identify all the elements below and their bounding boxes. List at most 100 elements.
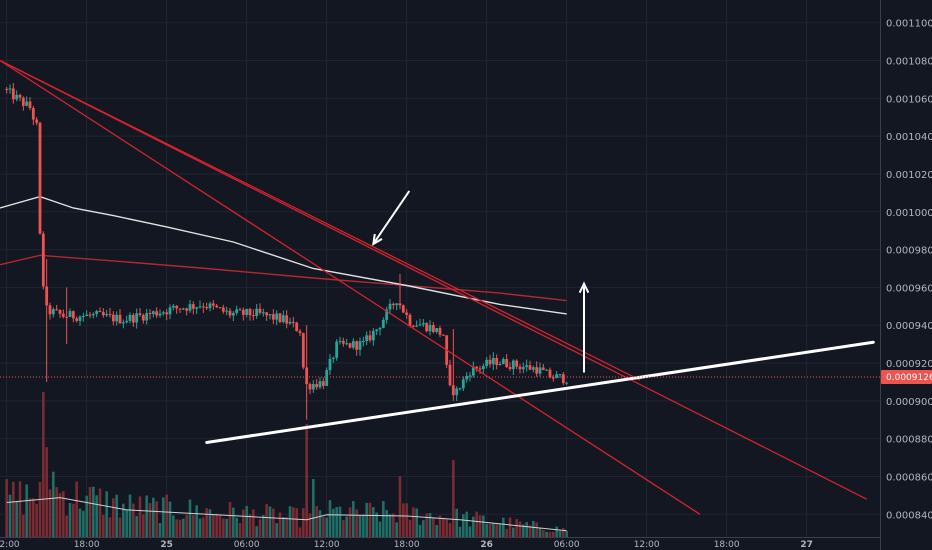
volume-bar <box>158 522 162 537</box>
candle <box>191 301 195 315</box>
trendline-red[interactable] <box>0 59 867 500</box>
candle-body <box>218 307 222 309</box>
candle-body <box>401 305 405 313</box>
candle-body <box>275 313 279 320</box>
volume-bar <box>132 503 135 537</box>
arrow-shaft <box>372 190 411 245</box>
candle-body <box>345 343 349 345</box>
candle-body <box>428 325 432 332</box>
candle-body <box>35 119 39 123</box>
trendline-red[interactable] <box>0 59 641 381</box>
candle-body <box>518 366 522 370</box>
last-price-tag <box>881 370 932 385</box>
candle <box>531 365 535 373</box>
trendline-red[interactable] <box>0 59 701 515</box>
volume-bar <box>478 515 482 537</box>
candle-body <box>558 374 562 376</box>
candle <box>125 315 129 324</box>
candle <box>181 307 185 311</box>
candle-body <box>198 306 202 308</box>
candle <box>478 365 482 374</box>
candle-body <box>178 308 182 310</box>
candle <box>25 96 29 107</box>
candle-body <box>155 311 159 316</box>
candle <box>358 337 362 356</box>
candle <box>448 359 452 387</box>
volume-bar <box>538 528 542 537</box>
candle <box>395 303 399 311</box>
volume-bars <box>5 392 568 537</box>
candle-body <box>55 309 59 311</box>
volume-bar <box>82 510 85 537</box>
candle <box>565 381 569 386</box>
volume-bar <box>545 531 548 537</box>
candle <box>58 309 62 318</box>
volume-bar <box>405 503 408 537</box>
volume-bar <box>192 514 195 537</box>
volume-bar <box>148 503 152 537</box>
candle <box>171 303 175 311</box>
candle-body <box>268 314 272 316</box>
volume-bar <box>365 502 368 537</box>
candle-body <box>315 383 319 388</box>
candle-body <box>11 88 15 100</box>
candle-body <box>538 367 542 374</box>
candle-body <box>318 381 322 388</box>
candle <box>155 307 159 319</box>
volume-bar <box>45 447 48 537</box>
time-tick-label: 18:00 <box>714 540 740 550</box>
candle <box>118 309 122 324</box>
candle <box>428 320 432 336</box>
candle <box>111 311 115 326</box>
price-tick-label: 0.00108000 <box>886 57 932 68</box>
candle-body <box>65 316 69 318</box>
candle-body <box>535 367 539 374</box>
volume-bar <box>68 502 72 537</box>
volume-bar <box>78 508 82 537</box>
volume-bar <box>525 522 528 537</box>
volume-bar <box>382 501 385 537</box>
annotation-arrow[interactable] <box>372 190 411 246</box>
candle <box>291 316 295 328</box>
price-tick-label: 0.00084000 <box>886 510 932 521</box>
candle <box>498 361 502 366</box>
candle <box>555 370 559 379</box>
red-trendlines <box>0 59 867 515</box>
volume-bar <box>165 494 168 537</box>
candle-body <box>498 364 502 366</box>
candle-body <box>58 309 62 314</box>
volume-bar <box>98 488 102 537</box>
candle <box>5 87 9 94</box>
price-axis-panel[interactable] <box>880 0 932 550</box>
candle-body <box>421 323 425 325</box>
price-tick-label: 0.00092000 <box>886 359 932 370</box>
candle-body <box>405 312 409 315</box>
candle <box>281 310 285 324</box>
volume-bar <box>135 516 138 537</box>
candle <box>205 302 209 311</box>
candle-body <box>148 313 152 315</box>
candle-body <box>411 325 415 327</box>
support-trendline[interactable] <box>205 340 875 444</box>
candle-body <box>461 379 465 389</box>
volume-bar <box>72 503 75 537</box>
volume-bar <box>292 507 295 537</box>
time-axis-panel[interactable] <box>0 537 880 550</box>
volume-bar <box>102 514 105 537</box>
volume-bar <box>392 513 395 537</box>
volume-bar <box>418 524 422 537</box>
candle-body <box>311 383 315 390</box>
candle-body <box>555 374 559 379</box>
candle <box>235 305 239 316</box>
candle-body <box>385 309 389 320</box>
candle-body <box>21 97 25 106</box>
volume-bar <box>5 479 8 537</box>
candle <box>151 310 155 318</box>
candle-body <box>551 377 555 379</box>
annotation-arrow[interactable] <box>578 281 590 373</box>
volume-bar <box>415 508 418 537</box>
volume-bar <box>202 517 205 537</box>
time-tick-label: 06:00 <box>554 540 580 550</box>
candle-body <box>248 308 252 316</box>
